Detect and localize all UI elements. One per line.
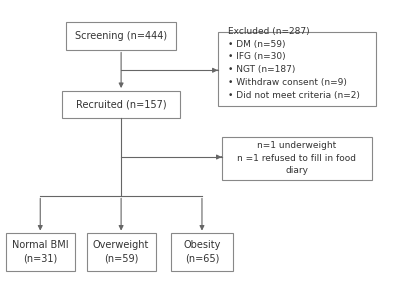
Text: Overweight
(n=59): Overweight (n=59)	[93, 241, 149, 264]
Text: Excluded (n=287)
• DM (n=59)
• IFG (n=30)
• NGT (n=187)
• Withdraw consent (n=9): Excluded (n=287) • DM (n=59) • IFG (n=30…	[228, 27, 360, 100]
Text: Obesity
(n=65): Obesity (n=65)	[183, 241, 221, 264]
FancyBboxPatch shape	[66, 22, 176, 50]
FancyBboxPatch shape	[62, 91, 180, 119]
Text: Recruited (n=157): Recruited (n=157)	[76, 100, 166, 110]
Text: n=1 underweight
n =1 refused to fill in food
diary: n=1 underweight n =1 refused to fill in …	[237, 141, 356, 175]
FancyBboxPatch shape	[172, 234, 232, 271]
FancyBboxPatch shape	[222, 137, 372, 180]
FancyBboxPatch shape	[218, 32, 376, 106]
Text: Screening (n=444): Screening (n=444)	[75, 31, 167, 41]
FancyBboxPatch shape	[86, 234, 156, 271]
FancyBboxPatch shape	[6, 234, 75, 271]
Text: Normal BMI
(n=31): Normal BMI (n=31)	[12, 241, 68, 264]
